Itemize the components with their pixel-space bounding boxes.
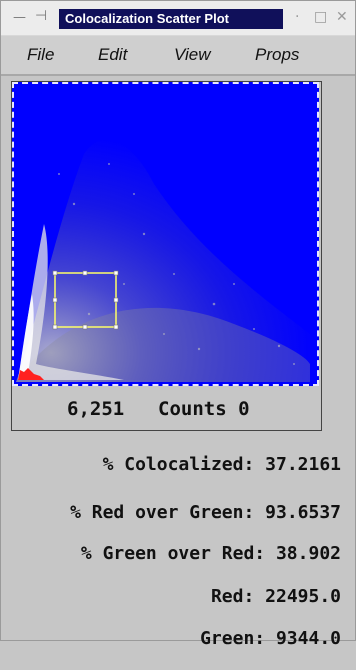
selection-box[interactable] xyxy=(52,270,119,330)
scatter-plot-canvas[interactable] xyxy=(12,82,319,386)
stat-label: Red: xyxy=(210,586,255,607)
window-title: Colocalization Scatter Plot xyxy=(59,9,283,29)
stat-colocalized: % Colocalized: 37.2161 xyxy=(59,433,341,475)
menu-file[interactable]: File xyxy=(27,45,55,64)
stat-green: Green: 9344.0 xyxy=(157,607,341,649)
title-bar[interactable]: — ⊣ Colocalization Scatter Plot · □ ✕ xyxy=(1,1,355,36)
stat-label: % Red over Green: xyxy=(70,502,255,523)
stat-red-over-green: % Red over Green: 93.6537 xyxy=(27,481,341,523)
minimize-button[interactable]: · xyxy=(295,9,300,25)
stat-red: Red: 22495.0 xyxy=(168,565,341,607)
stat-value: 93.6537 xyxy=(265,502,341,523)
stat-label: % Green over Red: xyxy=(80,543,266,564)
menu-props[interactable]: Props xyxy=(255,45,300,64)
stat-value: 37.2161 xyxy=(265,454,341,475)
menu-edit[interactable]: Edit xyxy=(98,45,128,64)
counts-readout: Counts 0 xyxy=(158,398,250,420)
stat-label: % Colocalized: xyxy=(102,454,255,475)
menu-view[interactable]: View xyxy=(174,45,211,64)
window-menu-icon[interactable]: — xyxy=(13,10,26,25)
plot-panel: 6,251 Counts 0 xyxy=(11,81,322,431)
close-button[interactable]: ✕ xyxy=(336,9,348,25)
plot-status-bar: 6,251 Counts 0 xyxy=(12,394,319,422)
stat-value: 22495.0 xyxy=(265,586,341,607)
pixel-count: 6,251 xyxy=(67,398,125,420)
pin-icon[interactable]: ⊣ xyxy=(35,8,48,24)
stat-value: 38.902 xyxy=(275,543,341,564)
scatter-speckles xyxy=(58,163,295,365)
menu-bar: File Edit View Props xyxy=(1,36,355,76)
scatter-density-graphic xyxy=(16,139,310,382)
scatter-plot-window: — ⊣ Colocalization Scatter Plot · □ ✕ Fi… xyxy=(0,0,356,649)
stat-green-over-red: % Green over Red: 38.902 xyxy=(38,522,341,564)
stat-value: 9344.0 xyxy=(275,628,341,649)
stat-label: Green: xyxy=(200,628,266,649)
maximize-button[interactable]: □ xyxy=(314,9,328,25)
red-region xyxy=(18,368,44,380)
